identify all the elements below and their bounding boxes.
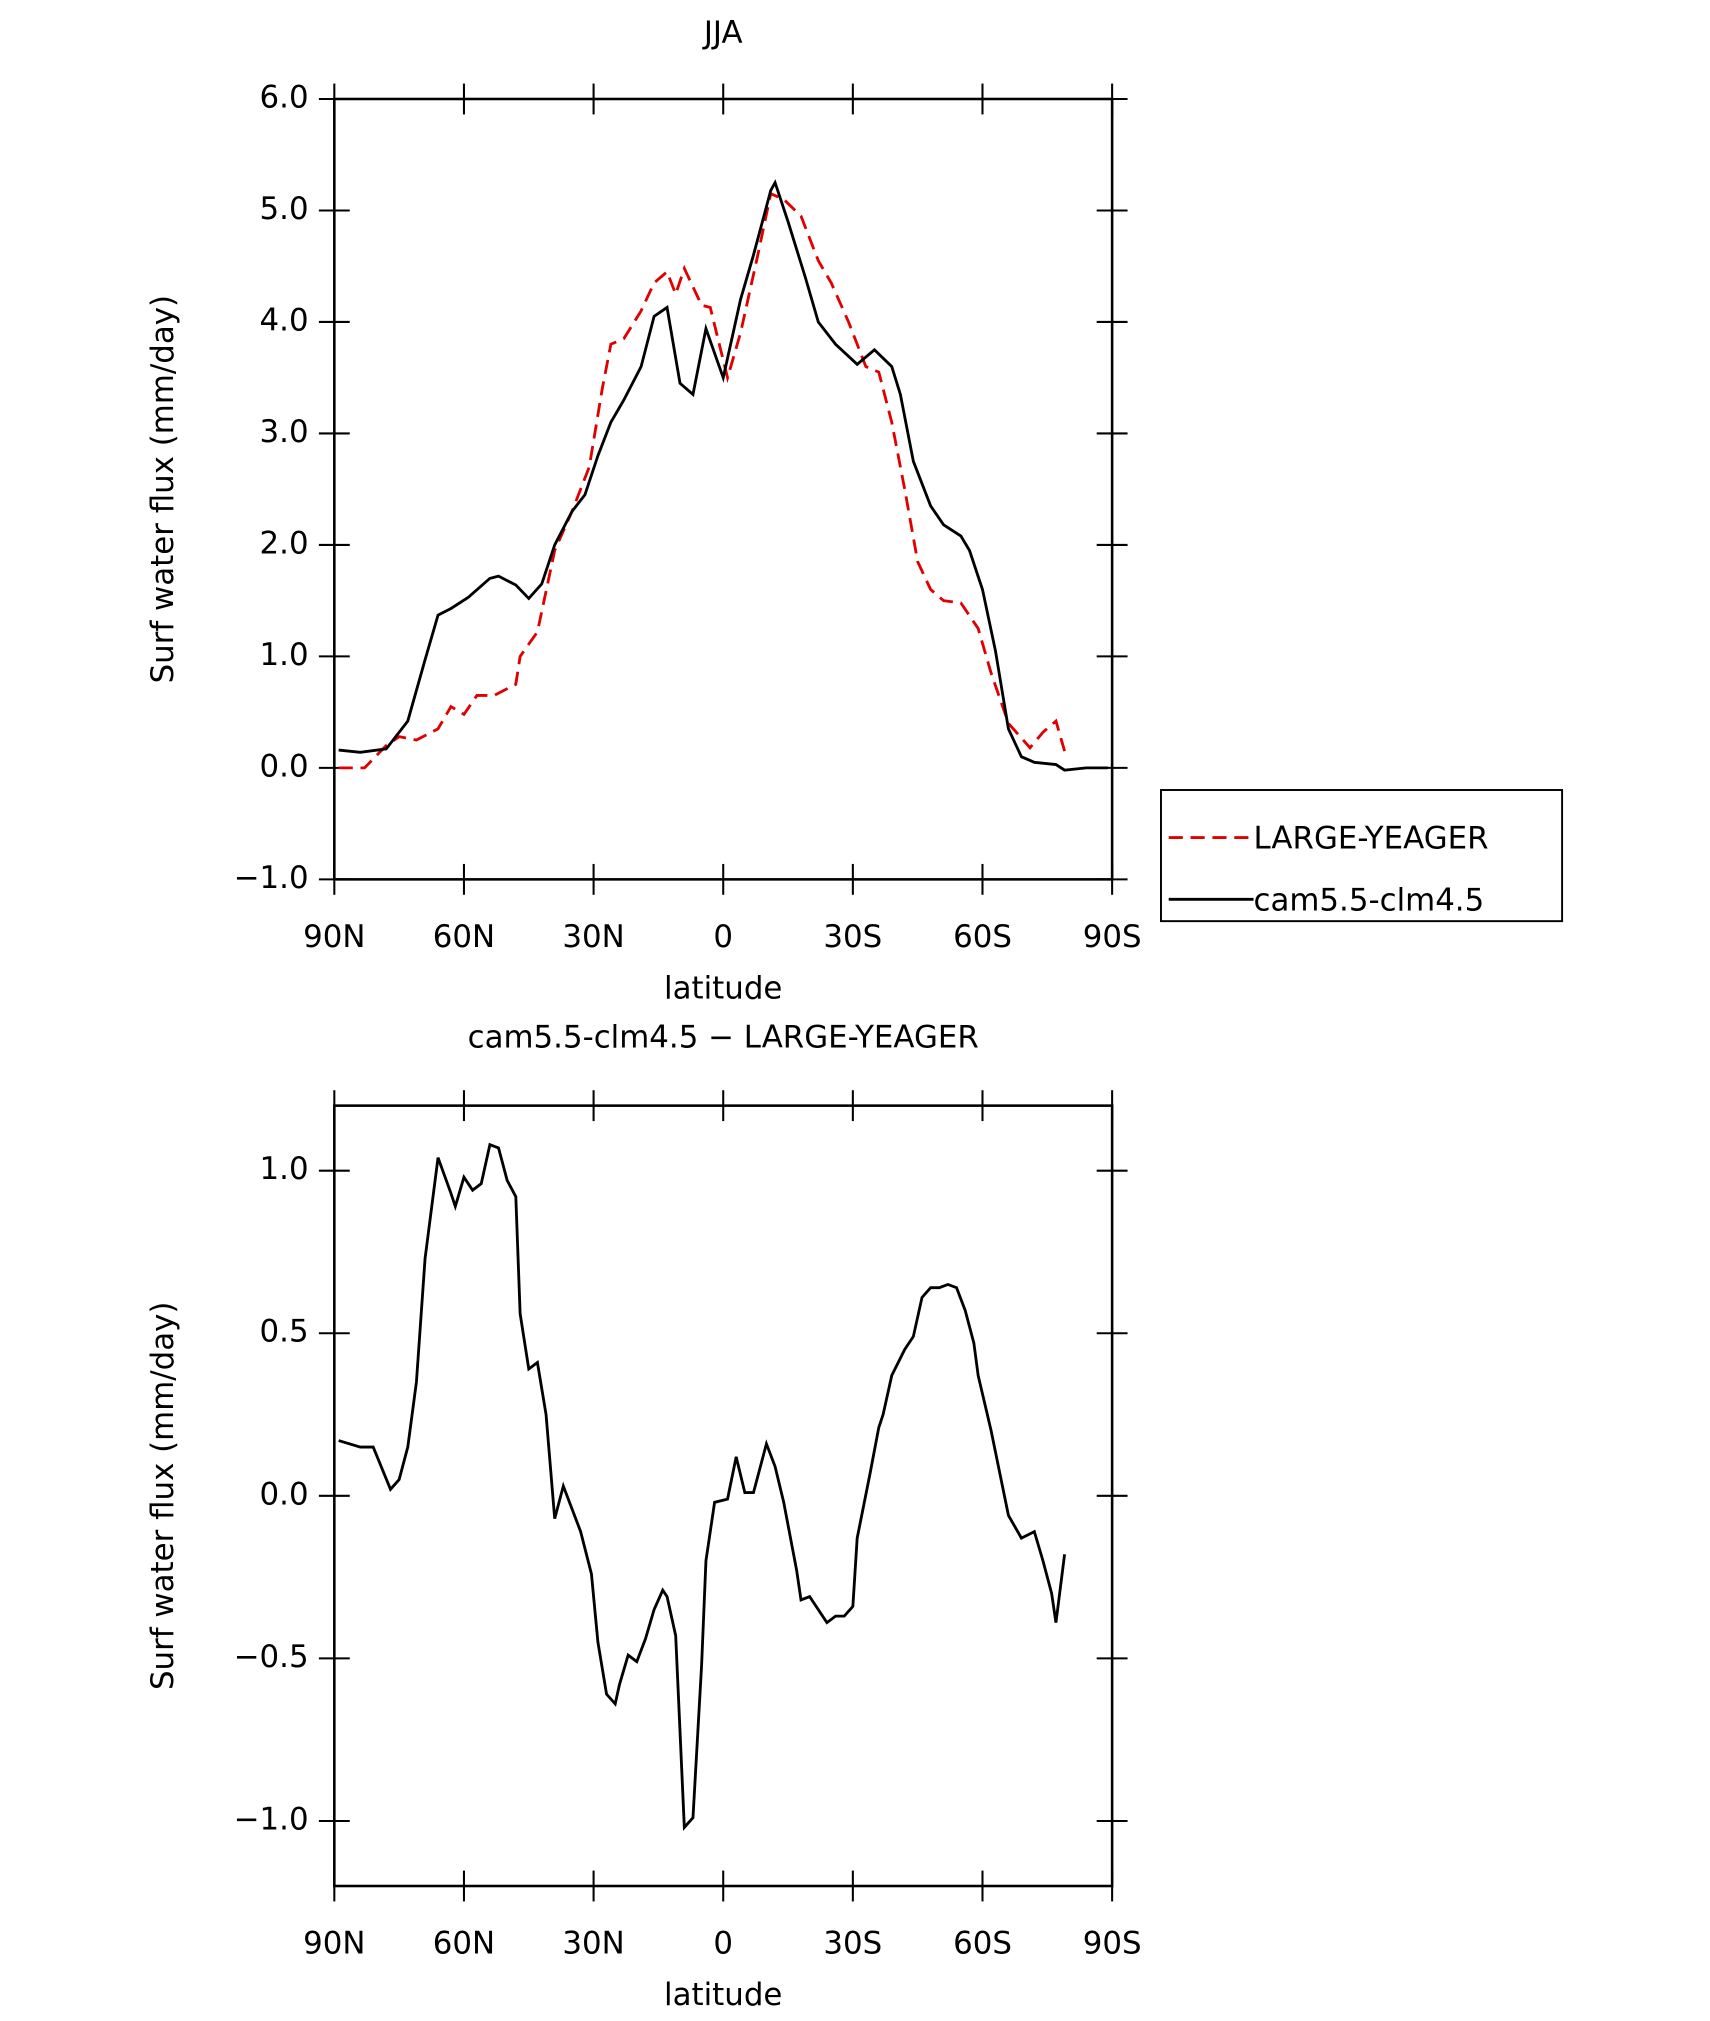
y-tick-label: 4.0 [260,302,309,338]
x-tick-label: 60S [953,1926,1012,1962]
x-tick-label: 90N [303,1926,365,1962]
y-tick-label: −1.0 [234,860,309,896]
x-tick-label: 30S [823,919,882,955]
data-line [338,179,1108,772]
legend-box [1160,789,1564,923]
x-tick-label: 0 [713,919,733,955]
x-tick-label: 0 [713,1926,733,1962]
legend-label: cam5.5-clm4.5 [1254,882,1485,918]
x-tick-label: 90S [1083,919,1142,955]
x-tick-label: 30N [562,919,624,955]
plot-frame [333,97,1114,881]
x-tick-label: 60N [433,919,495,955]
x-tick-label: 60N [433,1926,495,1962]
x-tick-label: 90N [303,919,365,955]
legend-label: LARGE-YEAGER [1254,821,1489,857]
y-tick-label: 6.0 [260,79,309,115]
y-tick-label: 2.0 [260,525,309,561]
x-tick-label: 30N [562,1926,624,1962]
y-axis-label: Surf water flux (mm/day) [145,1302,181,1690]
x-axis-label: latitude [664,1977,782,2013]
x-tick-label: 30S [823,1926,882,1962]
chart-title: cam5.5-clm4.5 − LARGE-YEAGER [468,1019,979,1055]
data-line [338,191,1066,770]
data-line [338,1142,1066,1832]
y-tick-label: 0.0 [260,748,309,784]
x-tick-label: 60S [953,919,1012,955]
y-tick-label: 0.0 [260,1476,309,1512]
y-axis-label: Surf water flux (mm/day) [145,295,181,683]
chart-title: JJA [702,15,743,51]
y-tick-label: 1.0 [260,1151,309,1187]
y-tick-label: 3.0 [260,414,309,450]
y-tick-label: 5.0 [260,191,309,227]
y-tick-label: −0.5 [234,1639,309,1675]
plot-frame [333,1104,1114,1888]
x-axis-label: latitude [664,970,782,1006]
y-tick-label: 1.0 [260,637,309,673]
y-tick-label: −1.0 [234,1801,309,1837]
x-tick-label: 90S [1083,1926,1142,1962]
y-tick-label: 0.5 [260,1314,309,1350]
